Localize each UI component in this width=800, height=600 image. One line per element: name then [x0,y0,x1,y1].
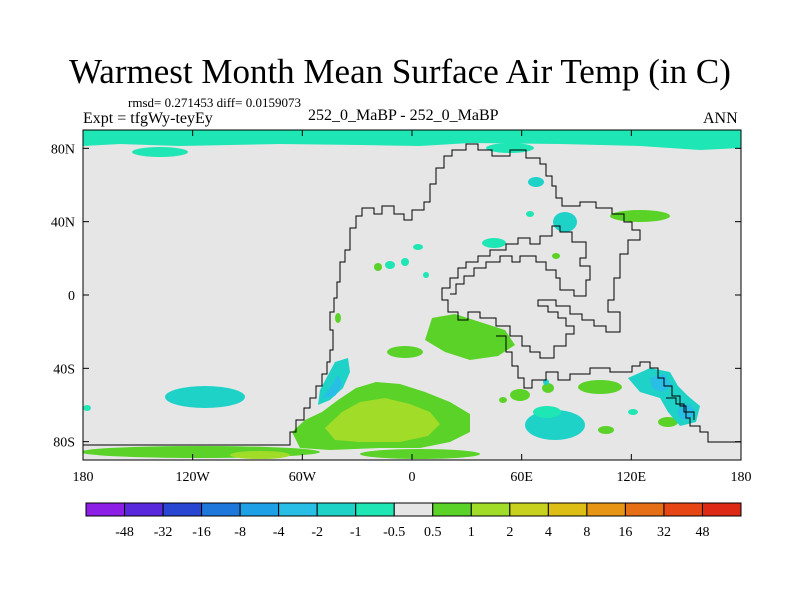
coastline-south-africa [496,335,741,443]
south-edge-green-b [360,449,480,459]
x-tick-label: 180 [731,470,752,485]
x-tick-label: 180 [73,470,94,485]
colorbar-label: 16 [618,525,632,540]
south-green-patch-a [510,389,530,401]
north-teal-patch-c [482,238,506,248]
y-tick-label: 40S [53,362,75,377]
rmsd-diff-stats: rmsd= 0.271453 diff= 0.0159073 [128,95,301,110]
colorbar-label: -8 [234,525,246,540]
arctic-teal-band [83,130,741,150]
north-teal-patch-e [385,261,395,269]
colorbar-label: 0.5 [424,525,442,540]
colorbar [85,502,742,517]
south-green-patch-d [499,397,507,403]
colorbar-label: 32 [657,525,671,540]
x-tick-label: 60E [510,470,533,485]
season-label: ANN [703,110,738,127]
colorbar-swatch [470,502,511,517]
colorbar-labels: -48 -32 -16 -8 -4 -2 -1 -0.5 0.5 1 2 4 8 16 32 48 [115,525,709,540]
north-teal-patch-a [528,177,544,187]
colorbar-swatch [509,502,549,517]
south-edge-yellowgreen [230,451,290,459]
north-green-patch-b [374,263,382,271]
y-tick-label: 80S [53,436,75,451]
colorbar-swatch [162,502,203,517]
colorbar-label: 1 [468,525,475,540]
colorbar-swatch [316,502,357,517]
north-green-patch-a [610,210,670,222]
x-tick-label: 120E [617,470,647,485]
north-teal-patch-f [401,258,409,266]
colorbar-label: 4 [545,525,552,540]
colorbar-swatch [624,502,665,517]
coastline-indonesia [666,397,695,420]
y-tick-label: 40N [51,216,75,231]
colorbar-label: -2 [311,525,323,540]
colorbar-swatch [547,502,588,517]
y-tick-label: 0 [68,289,75,304]
y-tick-label: 80N [51,142,75,157]
colorbar-label: -32 [154,525,173,540]
x-tick-label: 0 [409,470,416,485]
tasman-cyan [650,374,672,392]
colorbar-label: -48 [115,525,134,540]
colorbar-label: 8 [583,525,590,540]
arctic-teal-patch-a [132,147,188,157]
colorbar-swatch [85,502,126,517]
south-green-patch-b [578,380,622,394]
indian-ocean-teal [525,410,585,440]
colorbar-label: -16 [192,525,211,540]
axis-ticks [82,130,742,460]
south-green-patch-e [658,417,678,427]
south-atlantic-green-b [387,346,423,358]
axis-tick-labels: 180 120W 60W 0 60E 120E 180 80N 40N 0 40S 80S [51,142,752,485]
equatorial-green-b [335,313,341,323]
north-teal-patch-h [526,211,534,217]
coastline [83,143,741,446]
colorbar-swatch [201,502,241,517]
coastline-main-continent [83,143,641,446]
north-teal-patch-b [553,212,577,232]
colorbar-label: -0.5 [383,525,405,540]
colorbar-swatch [586,502,626,517]
south-teal-dot-a [628,409,638,415]
south-teal-dot-b [83,405,91,411]
colorbar-label: -4 [273,525,285,540]
north-teal-patch-g [423,272,429,278]
x-tick-label: 60W [289,470,317,485]
colorbar-label: -1 [350,525,362,540]
chart-title: Warmest Month Mean Surface Air Temp (in … [69,52,731,91]
colorbar-swatch [239,502,280,517]
colorbar-label: 2 [506,525,513,540]
colorbar-swatch [432,502,472,517]
north-green-patch-c [552,253,560,259]
experiment-label: Expt = tfgWy-teyEy [83,110,213,127]
south-pacific-teal [165,386,245,408]
x-tick-label: 120W [176,470,211,485]
colorbar-swatch [701,502,742,517]
north-teal-patch-d [413,244,423,250]
colorbar-swatch [124,502,164,517]
indian-ocean-teal-b [533,406,561,418]
colorbar-swatch [355,502,395,517]
equatorial-green-a [434,316,458,326]
south-green-patch-f [598,426,614,434]
patagonia-cyan [322,375,342,398]
colorbar-swatch [393,502,434,517]
southern-ocean-yellowgreen [325,398,440,442]
south-green-patch-c [542,383,554,393]
case-label: 252_0_MaBP - 252_0_MaBP [308,107,499,124]
colorbar-swatch [663,502,703,517]
colorbar-swatch [278,502,318,517]
colorbar-label: 48 [695,525,709,540]
